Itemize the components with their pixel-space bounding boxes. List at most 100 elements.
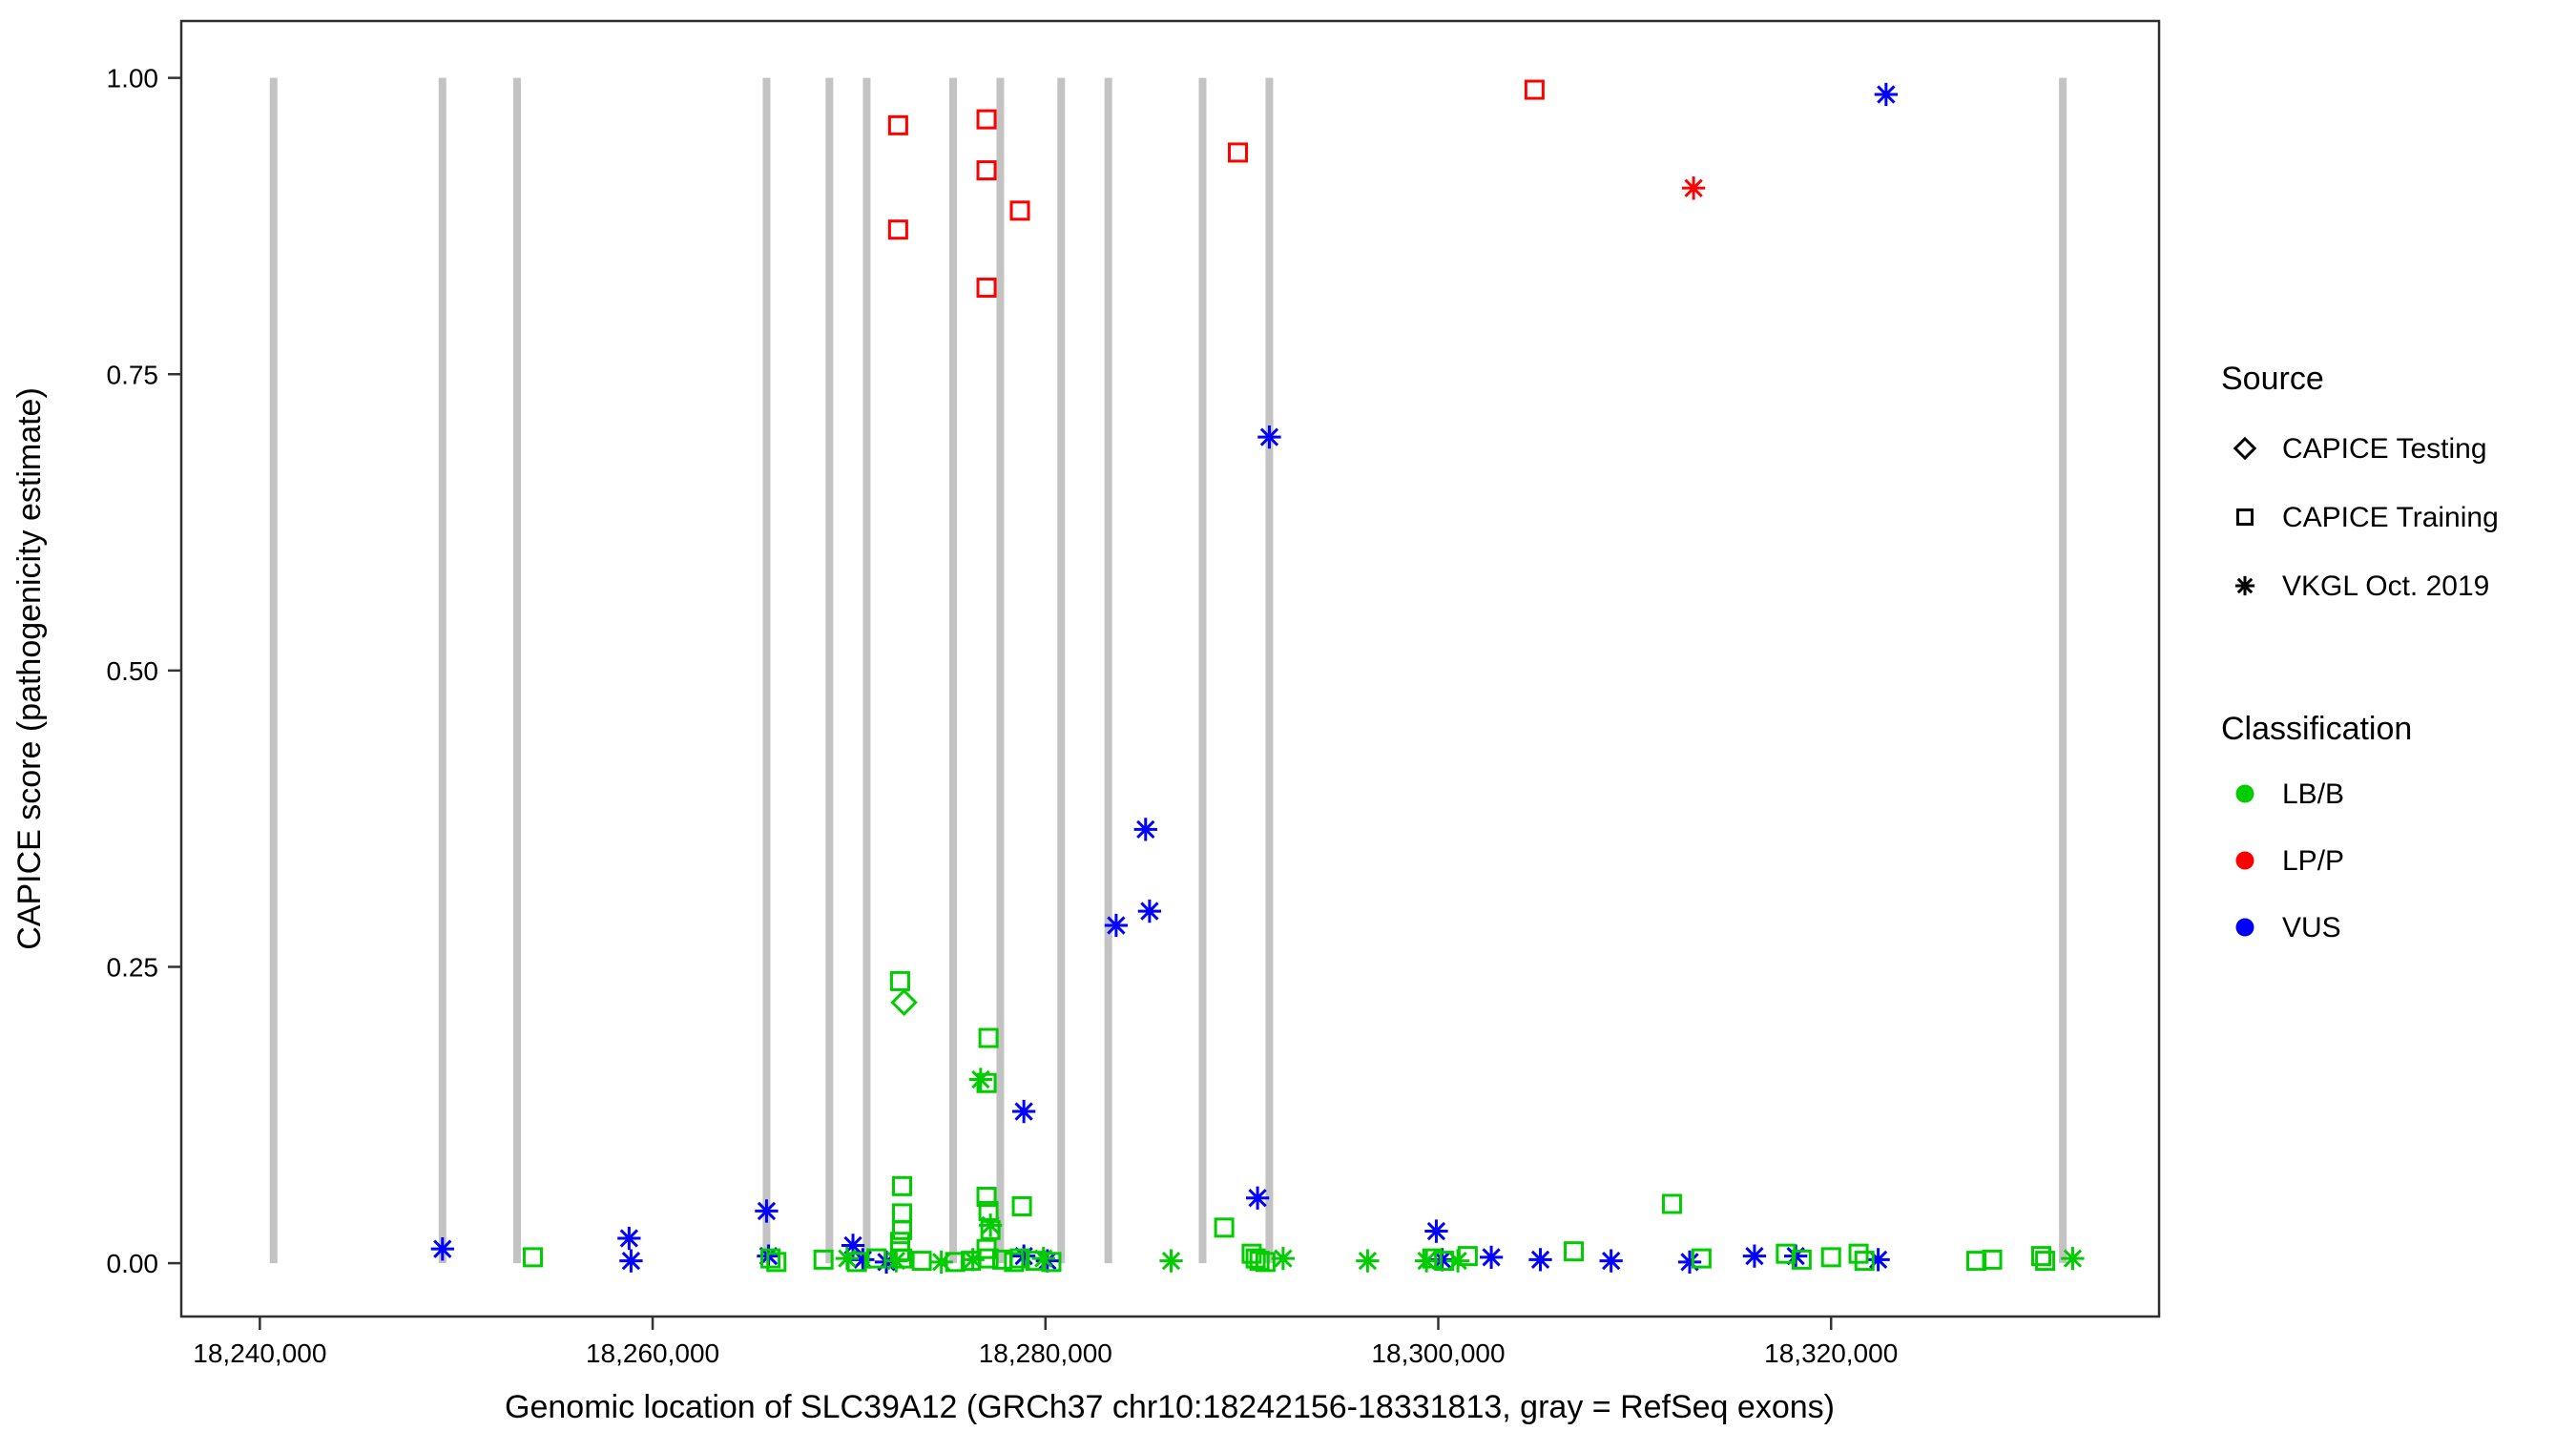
- legend-classification-swatch: [2235, 784, 2254, 803]
- panel-frame-layer: [179, 19, 2161, 1318]
- data-point: [889, 1241, 910, 1262]
- data-point: [1041, 1252, 1062, 1273]
- data-point: [1245, 1186, 1270, 1210]
- data-point: [1854, 1251, 1875, 1272]
- data-point: [619, 1249, 643, 1273]
- legend-classification-item-label: VUS: [2282, 912, 2341, 944]
- data-point: [892, 1219, 913, 1240]
- data-point: [1524, 79, 1545, 100]
- y-tick-label: 0.50: [107, 656, 159, 686]
- data-point: [991, 1249, 1012, 1270]
- legend-source-item-label: VKGL Oct. 2019: [2282, 570, 2489, 602]
- data-point: [1564, 1241, 1585, 1262]
- legend-source-item-label: CAPICE Training: [2282, 502, 2499, 533]
- legend-classification-title: Classification: [2221, 711, 2412, 747]
- data-point: [2061, 1246, 2085, 1271]
- x-tick-label: 18,260,000: [586, 1338, 719, 1368]
- data-point: [1255, 1252, 1276, 1273]
- data-point: [945, 1252, 966, 1273]
- data-point: [1004, 1252, 1025, 1273]
- data-point: [892, 1203, 913, 1224]
- data-point: [841, 1234, 865, 1257]
- data-point: [846, 1252, 867, 1273]
- data-point: [866, 1248, 887, 1269]
- data-point: [851, 1248, 875, 1272]
- data-point: [1874, 82, 1899, 107]
- data-point: [887, 219, 908, 240]
- data-points-layer: [430, 79, 2085, 1274]
- data-point: [1434, 1251, 1455, 1272]
- x-tick-label: 18,240,000: [193, 1338, 326, 1368]
- legend-source-title: Source: [2221, 361, 2324, 397]
- legend-classification-item-label: LP/P: [2282, 845, 2344, 877]
- data-point: [1691, 1248, 1712, 1269]
- data-point: [1257, 425, 1281, 449]
- data-point: [1228, 142, 1249, 163]
- data-point: [617, 1226, 641, 1251]
- x-tick-label: 18,280,000: [979, 1338, 1112, 1368]
- data-point: [1415, 1249, 1439, 1273]
- panel-border: [179, 19, 2161, 1318]
- data-point: [813, 1249, 834, 1270]
- x-tick-label: 18,300,000: [1371, 1338, 1505, 1368]
- data-point: [978, 1027, 999, 1048]
- data-point: [1661, 1193, 1682, 1214]
- data-point: [1009, 200, 1030, 221]
- y-tick-label: 0.25: [107, 952, 159, 982]
- data-point: [961, 1251, 982, 1272]
- data-point: [1025, 1251, 1046, 1272]
- data-point: [522, 1247, 543, 1268]
- data-point: [1356, 1249, 1380, 1273]
- square-legend-icon: [2236, 508, 2254, 526]
- exon-lines-layer: [269, 77, 2067, 1264]
- y-tick-label: 0.75: [107, 360, 159, 389]
- data-point: [887, 114, 908, 135]
- data-point: [892, 1248, 913, 1269]
- data-point: [976, 160, 997, 181]
- x-axis-title: Genomic location of SLC39A12 (GRCh37 chr…: [505, 1389, 1835, 1425]
- data-point: [1742, 1244, 1767, 1268]
- diamond-legend-icon: [2233, 436, 2257, 461]
- data-point: [1457, 1246, 1478, 1267]
- data-point: [911, 1251, 932, 1272]
- data-point: [766, 1252, 787, 1273]
- data-point: [976, 109, 997, 130]
- data-point: [1848, 1243, 1869, 1264]
- data-point: [1599, 1249, 1623, 1273]
- data-point: [430, 1237, 454, 1261]
- data-point: [890, 988, 918, 1017]
- data-point: [1982, 1249, 2003, 1270]
- data-point: [1137, 899, 1162, 923]
- data-point: [976, 1072, 997, 1093]
- data-point: [968, 1068, 992, 1091]
- asterisk-legend-icon: [2234, 575, 2255, 596]
- data-point: [760, 1248, 781, 1269]
- data-point: [1820, 1247, 1841, 1268]
- data-point: [2030, 1246, 2051, 1267]
- data-point: [961, 1248, 985, 1272]
- data-point: [1528, 1248, 1552, 1272]
- data-point: [1424, 1219, 1448, 1243]
- data-point: [755, 1199, 779, 1223]
- data-point: [1011, 1099, 1036, 1124]
- y-axis-title: CAPICE score (pathogenicity estimate): [11, 387, 48, 950]
- x-tick-label: 18,320,000: [1764, 1338, 1898, 1368]
- data-point: [978, 1200, 999, 1221]
- data-point: [1776, 1243, 1797, 1264]
- data-point: [978, 1213, 1003, 1237]
- data-point: [1866, 1248, 1890, 1272]
- data-point: [1422, 1248, 1443, 1269]
- data-point: [929, 1250, 953, 1274]
- data-point: [889, 970, 910, 991]
- data-point: [1677, 1250, 1702, 1274]
- data-point: [976, 1187, 997, 1208]
- data-point: [1133, 818, 1157, 841]
- data-point: [1011, 1195, 1032, 1216]
- data-point: [892, 1175, 913, 1196]
- legend-classification-item-label: LB/B: [2282, 778, 2344, 810]
- data-point: [976, 278, 997, 299]
- data-point: [1214, 1217, 1235, 1238]
- axes-layer: 18,240,000 18,260,000 18,280,000 18,300,000…: [107, 64, 1899, 1368]
